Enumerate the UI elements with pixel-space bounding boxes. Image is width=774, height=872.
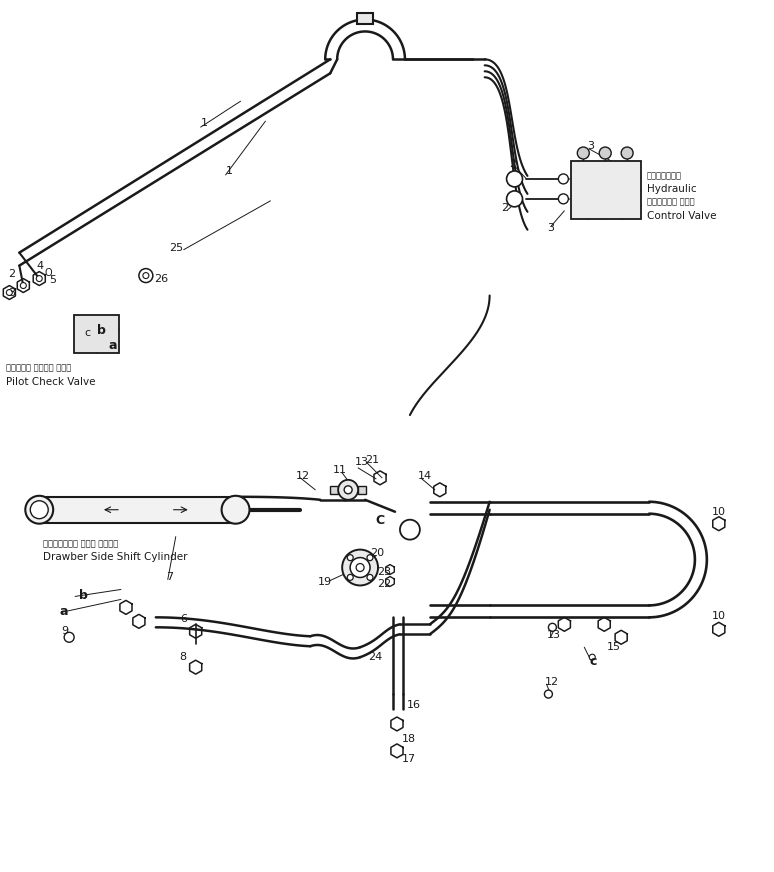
Circle shape [549,623,557,631]
Circle shape [20,283,26,289]
Text: コントロール バルブ: コントロール バルブ [647,197,695,207]
Text: 16: 16 [407,700,421,710]
Text: 8: 8 [179,652,186,662]
Circle shape [221,496,249,524]
Text: パイロット チェック バルブ: パイロット チェック バルブ [6,364,72,372]
Text: 11: 11 [333,465,348,475]
Circle shape [367,555,373,561]
Text: 9: 9 [61,626,68,637]
Text: 3: 3 [547,222,554,233]
Bar [74,316,119,353]
Text: 10: 10 [712,611,726,622]
Circle shape [558,194,568,204]
Circle shape [506,171,522,187]
Circle shape [344,486,352,494]
Text: C: C [375,514,384,528]
Text: 5: 5 [50,275,57,284]
Circle shape [30,501,48,519]
Text: 15: 15 [608,643,622,652]
Text: 19: 19 [318,577,332,588]
Circle shape [599,147,611,159]
Circle shape [544,690,553,698]
Text: 25: 25 [169,242,183,253]
Text: Control Valve: Control Valve [647,211,717,221]
Circle shape [139,269,152,283]
Text: c: c [84,329,91,338]
Text: a: a [108,339,117,351]
Text: c: c [589,655,597,668]
Text: 17: 17 [402,753,416,764]
Circle shape [506,191,522,207]
Text: 21: 21 [365,455,379,465]
Text: 1: 1 [200,118,207,128]
Text: 13: 13 [546,630,560,640]
Circle shape [577,147,589,159]
Bar [571,161,641,219]
Text: 12: 12 [544,678,559,687]
Text: 20: 20 [370,548,384,557]
Circle shape [558,174,568,184]
Text: ドローバサイド シフト シリンダ: ドローバサイド シフト シリンダ [43,539,118,548]
Circle shape [400,520,420,540]
Circle shape [622,147,633,159]
Text: 22: 22 [377,580,392,589]
Circle shape [367,575,373,581]
Bar [330,486,338,494]
Text: 2: 2 [9,269,15,278]
Text: 2: 2 [509,159,517,169]
Text: 18: 18 [402,734,416,744]
Text: b: b [97,324,106,337]
Circle shape [26,496,53,524]
Circle shape [356,563,364,571]
Text: 23: 23 [377,567,391,576]
Text: 3: 3 [587,141,594,151]
Text: ハイドロリック: ハイドロリック [647,172,682,181]
Circle shape [338,480,358,500]
Text: 4: 4 [36,261,43,270]
Bar [358,486,366,494]
Circle shape [143,273,149,278]
Text: 7: 7 [166,573,173,582]
Text: 10: 10 [712,507,726,517]
Text: 24: 24 [368,652,382,662]
Circle shape [36,276,43,282]
Text: Pilot Check Valve: Pilot Check Valve [6,378,96,387]
Text: 2: 2 [502,203,509,213]
Text: O: O [44,268,52,277]
Text: a: a [59,605,67,618]
Text: 12: 12 [296,471,310,480]
Text: 14: 14 [418,471,432,480]
Text: 6: 6 [181,615,188,624]
Circle shape [342,549,378,585]
Bar [357,12,373,24]
Circle shape [64,632,74,643]
Circle shape [348,555,353,561]
Circle shape [589,654,595,660]
Text: 26: 26 [154,274,168,283]
Text: b: b [79,589,88,602]
Text: 1: 1 [225,166,232,176]
Text: Hydraulic: Hydraulic [647,184,697,194]
Text: 3: 3 [9,288,15,297]
Text: Drawber Side Shift Cylinder: Drawber Side Shift Cylinder [43,552,188,562]
Circle shape [6,290,12,296]
Text: 13: 13 [355,457,369,467]
Bar [39,497,235,522]
Circle shape [350,557,370,577]
Circle shape [348,575,353,581]
